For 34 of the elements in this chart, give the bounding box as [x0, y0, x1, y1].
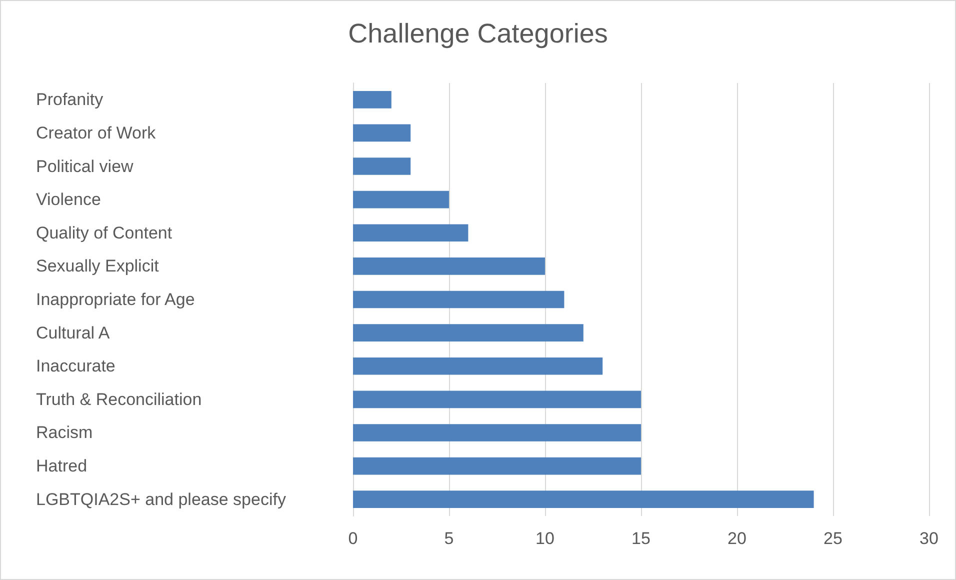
bar	[353, 90, 392, 108]
x-tick-label: 20	[728, 529, 746, 548]
x-tick-label: 15	[632, 529, 650, 548]
y-tick-label: Political view	[36, 156, 134, 176]
bar	[353, 357, 603, 375]
y-tick-label: Inappropriate for Age	[36, 290, 195, 309]
y-tick-label: Profanity	[36, 90, 104, 110]
chart-title: Challenge Categories	[348, 18, 608, 48]
x-tick-label: 0	[348, 529, 358, 548]
bar	[353, 290, 564, 308]
y-tick-label: Inaccurate	[36, 356, 116, 376]
bar	[353, 457, 641, 475]
y-tick-label: Sexually Explicit	[36, 256, 160, 276]
x-tick-label: 5	[444, 529, 454, 548]
bar	[353, 324, 584, 342]
y-tick-label: Quality of Content	[36, 223, 172, 242]
y-tick-label: Racism	[36, 423, 93, 442]
bar	[353, 424, 641, 442]
x-tick-label: 30	[920, 529, 938, 548]
bar	[353, 158, 411, 175]
y-tick-label: Cultural A	[36, 323, 110, 342]
y-tick-label: LGBTQIA2S+ and please specify	[36, 490, 286, 509]
y-tick-label: Violence	[36, 190, 101, 210]
bar	[353, 258, 545, 275]
bar	[353, 224, 468, 242]
y-tick-label: Truth & Reconciliation	[36, 390, 202, 409]
bar	[353, 190, 449, 208]
y-tick-label: Hatred	[36, 456, 88, 476]
bar	[353, 124, 411, 142]
bar	[353, 490, 814, 508]
x-tick-label: 25	[824, 529, 842, 548]
bar	[353, 390, 641, 408]
x-tick-label: 10	[536, 529, 554, 548]
y-tick-label: Creator of Work	[36, 123, 156, 142]
